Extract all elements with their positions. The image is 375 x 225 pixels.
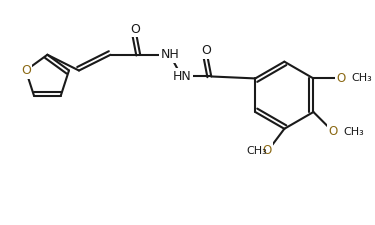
Text: O: O — [21, 64, 31, 77]
Text: CH₃: CH₃ — [343, 127, 364, 137]
Text: O: O — [336, 72, 346, 85]
Text: O: O — [328, 125, 338, 138]
Text: O: O — [201, 44, 211, 57]
Text: HN: HN — [172, 70, 191, 83]
Text: O: O — [262, 144, 271, 157]
Text: CH₃: CH₃ — [351, 73, 372, 83]
Text: NH: NH — [160, 48, 179, 61]
Text: O: O — [130, 22, 140, 36]
Text: CH₃: CH₃ — [247, 146, 268, 155]
